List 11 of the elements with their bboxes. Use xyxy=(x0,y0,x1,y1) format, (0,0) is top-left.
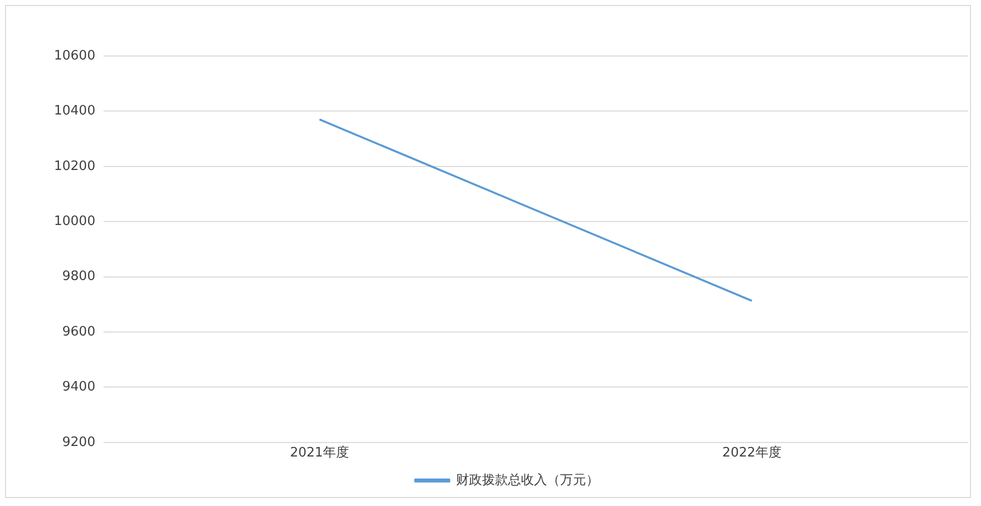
x-tick-label: 2021年度 xyxy=(290,444,350,461)
y-tick-label: 9200 xyxy=(62,434,96,450)
y-tick-label: 9600 xyxy=(62,324,96,340)
y-tick-label: 10400 xyxy=(54,104,96,119)
y-tick-label: 9400 xyxy=(62,380,96,395)
legend-label: 财政拨款总收入（万元） xyxy=(456,472,599,488)
x-tick-label: 2022年度 xyxy=(722,444,782,461)
y-tick-label: 10000 xyxy=(54,214,96,229)
y-tick-label: 10600 xyxy=(54,48,96,64)
y-tick-label: 9800 xyxy=(62,269,96,284)
y-tick-label: 10200 xyxy=(54,158,96,174)
